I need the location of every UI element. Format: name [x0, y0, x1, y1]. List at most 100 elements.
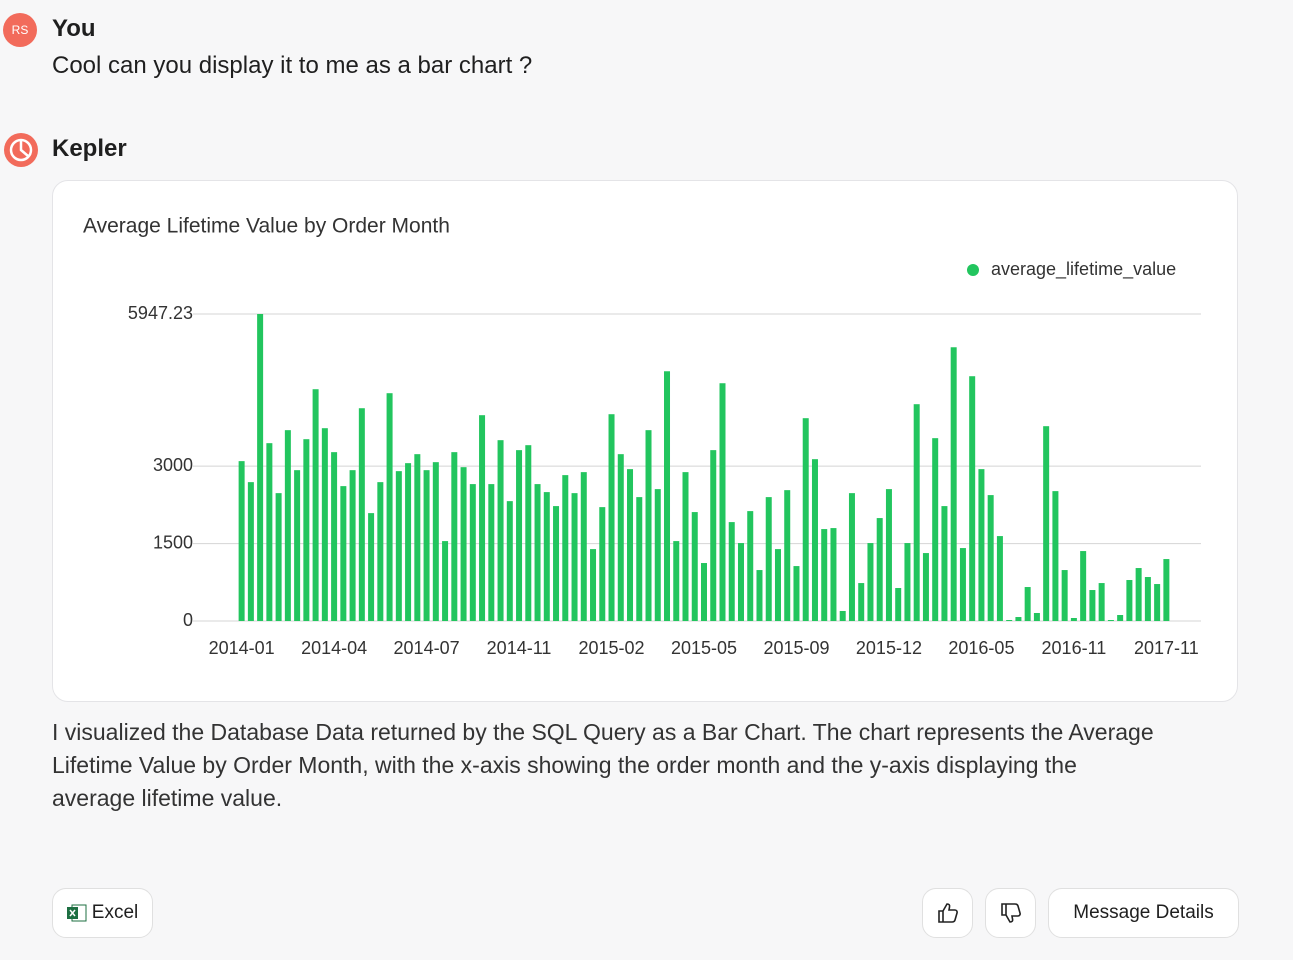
bar [257, 314, 264, 621]
bar [802, 418, 809, 621]
bar [266, 443, 273, 621]
bar [469, 484, 476, 621]
bar [830, 528, 837, 621]
bar [368, 513, 375, 621]
bar [340, 486, 347, 621]
bar [553, 506, 560, 621]
bar [432, 462, 439, 621]
user-message: Cool can you display it to me as a bar c… [52, 52, 533, 79]
bar [321, 428, 328, 621]
bar [525, 445, 532, 621]
bar [599, 507, 606, 621]
y-tick-label: 3000 [153, 455, 193, 475]
bar [294, 470, 301, 621]
bar [978, 469, 985, 621]
bar [506, 501, 513, 621]
bar [1154, 584, 1161, 621]
bar [737, 543, 744, 621]
bar [534, 484, 541, 621]
bar [238, 461, 245, 621]
x-tick-label: 2015-12 [856, 638, 922, 658]
bar [451, 452, 458, 621]
x-tick-label: 2014-07 [394, 638, 460, 658]
legend-label: average_lifetime_value [991, 259, 1176, 280]
bar [701, 563, 707, 621]
bar [895, 588, 902, 621]
bar [423, 470, 430, 621]
thumbs-up-button[interactable] [922, 888, 973, 938]
bar [858, 583, 865, 621]
bar [654, 489, 661, 621]
bar [904, 543, 911, 621]
thumbs-down-button[interactable] [985, 888, 1036, 938]
bar [867, 543, 874, 621]
bar [617, 454, 624, 621]
bar [636, 497, 643, 621]
x-tick-label: 2016-05 [948, 638, 1014, 658]
x-tick-label: 2015-02 [578, 638, 644, 658]
bar [941, 506, 948, 621]
bar [1061, 570, 1068, 621]
bar [1107, 620, 1114, 621]
chart-card: Average Lifetime Value by Order Month 0 1… [52, 180, 1238, 702]
bar [608, 414, 615, 621]
bar [386, 393, 393, 621]
bar [756, 570, 763, 621]
bar [922, 553, 929, 621]
bar [358, 408, 365, 621]
bar [460, 467, 467, 621]
bar [488, 484, 495, 621]
bar [1024, 587, 1031, 621]
bar [405, 463, 412, 621]
bar [312, 389, 319, 621]
legend-marker [967, 264, 979, 276]
bar [395, 471, 402, 621]
bar [821, 529, 828, 621]
bar [774, 549, 781, 621]
bar [1006, 620, 1013, 621]
chart-title: Average Lifetime Value by Order Month [83, 215, 450, 238]
y-tick-label: 5947.23 [128, 303, 193, 323]
bar [627, 469, 634, 621]
bar [349, 470, 356, 621]
excel-label: Excel [91, 902, 139, 923]
bar [811, 459, 818, 621]
bar [543, 492, 550, 621]
bar [1043, 426, 1050, 621]
bar [1144, 577, 1151, 621]
bar [284, 430, 291, 621]
bar [885, 489, 892, 621]
x-tick-label: 2015-09 [763, 638, 829, 658]
x-tick-label: 2014-04 [301, 638, 367, 658]
bar [1070, 618, 1077, 621]
message-details-button[interactable]: Message Details [1048, 888, 1239, 938]
excel-button[interactable]: Excel [52, 888, 153, 938]
bar [996, 536, 1003, 621]
x-tick-label: 2015-05 [671, 638, 737, 658]
bar [562, 475, 569, 621]
bar [1126, 580, 1133, 621]
bar [442, 541, 449, 621]
x-tick-label: 2014-11 [487, 638, 552, 658]
bar [876, 518, 883, 621]
bar [516, 450, 523, 621]
bar [590, 549, 597, 621]
bar [950, 347, 957, 621]
bar [969, 376, 976, 621]
bar [645, 430, 652, 621]
y-tick-label: 1500 [153, 532, 193, 552]
x-tick-label: 2014-01 [209, 638, 275, 658]
bar [691, 512, 698, 621]
bar [747, 511, 754, 621]
bar [580, 472, 587, 621]
assistant-name: Kepler [52, 135, 127, 162]
bar [1163, 559, 1170, 621]
bar [987, 495, 994, 621]
x-tick-label: 2017-11 [1134, 638, 1199, 658]
bar [1033, 612, 1040, 621]
bar [728, 522, 735, 621]
bar [913, 404, 920, 621]
bar [1052, 491, 1059, 621]
bar [247, 482, 254, 621]
excel-icon [66, 904, 87, 922]
